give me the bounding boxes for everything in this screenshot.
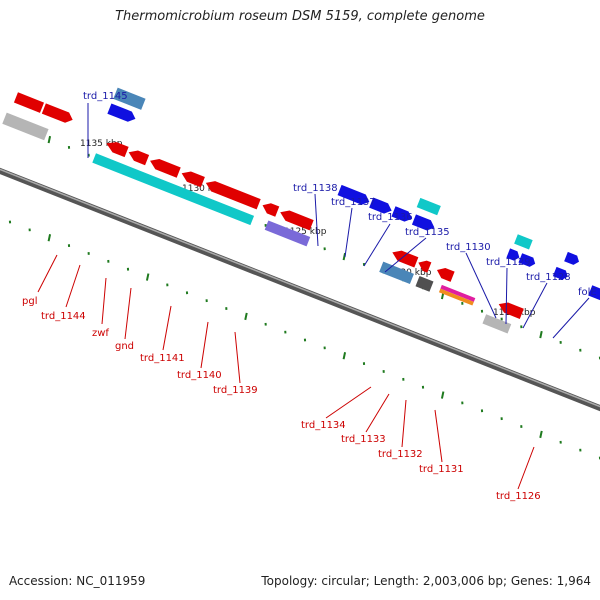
gene-arrow[interactable] xyxy=(2,112,49,141)
gene-label[interactable]: trd_1144 xyxy=(41,311,86,322)
forward-gene-labels: trd_1145 trd_1138 trd_1137 trd_1136 trd_… xyxy=(83,91,597,298)
gene-label[interactable]: folE xyxy=(578,287,597,298)
gene-arrow[interactable] xyxy=(506,248,521,262)
gene-arrow[interactable] xyxy=(113,87,146,110)
scale-label: 1135 kbp xyxy=(80,139,123,149)
genome-stats-text: Topology: circular; Length: 2,003,006 bp… xyxy=(261,574,591,588)
gene-label[interactable]: trd_1129 xyxy=(486,257,531,268)
gene-arrow[interactable] xyxy=(278,208,314,231)
gene-label[interactable]: gnd xyxy=(115,341,134,352)
reverse-leader-lines xyxy=(37,254,535,490)
gene-label[interactable]: trd_1139 xyxy=(213,385,258,396)
gene-label[interactable]: trd_1138 xyxy=(293,183,338,194)
accession-text: Accession: NC_011959 xyxy=(9,574,146,588)
gene-arrow[interactable] xyxy=(564,251,581,266)
major-tick xyxy=(342,352,347,360)
gene-arrow[interactable] xyxy=(13,92,45,113)
gene-arrow[interactable] xyxy=(497,300,524,319)
gene-arrow[interactable] xyxy=(518,253,537,268)
major-tick xyxy=(342,252,347,261)
major-tick xyxy=(47,234,52,242)
major-tick xyxy=(47,135,52,144)
major-tick xyxy=(539,430,543,439)
map-title: Thermomicrobium roseum DSM 5159, complet… xyxy=(115,9,485,24)
gene-label[interactable]: trd_1133 xyxy=(341,434,386,445)
gene-arrow[interactable] xyxy=(416,258,432,273)
major-tick xyxy=(244,312,248,321)
gene-label[interactable]: trd_1135 xyxy=(405,227,450,238)
gene-arrow[interactable] xyxy=(552,266,570,281)
gene-arrow[interactable] xyxy=(264,220,311,247)
gene-arrow[interactable] xyxy=(411,214,437,232)
gene-label[interactable]: zwf xyxy=(92,328,109,339)
gene-arrow[interactable] xyxy=(337,184,372,207)
gene-arrow[interactable] xyxy=(204,178,261,210)
genome-backbone-highlight xyxy=(0,168,600,408)
gene-arrow[interactable] xyxy=(92,153,255,226)
gene-arrow[interactable] xyxy=(41,103,75,125)
gene-label[interactable]: trd_1131 xyxy=(419,464,464,475)
gene-arrow[interactable] xyxy=(435,265,455,282)
gene-arrow[interactable] xyxy=(148,156,181,178)
inner-scale-ticks xyxy=(8,220,600,460)
major-tick xyxy=(440,391,445,399)
scale-label: 1130 kbp xyxy=(182,184,225,194)
gene-arrow[interactable] xyxy=(514,234,533,250)
gene-arrow[interactable] xyxy=(390,248,419,268)
gene-label[interactable]: trd_1130 xyxy=(446,242,491,253)
gene-label[interactable]: trd_1145 xyxy=(83,91,128,102)
gene-arrow[interactable] xyxy=(107,103,137,124)
gene-arrow[interactable] xyxy=(104,139,129,158)
gene-arrow[interactable] xyxy=(391,206,414,224)
gene-label[interactable]: trd_1137 xyxy=(331,197,376,208)
gene-arrow[interactable] xyxy=(415,276,434,292)
gene-label[interactable]: trd_1132 xyxy=(378,449,423,460)
gene-arrow[interactable] xyxy=(260,201,280,217)
major-tick xyxy=(145,273,150,281)
gene-arrow[interactable] xyxy=(482,314,512,334)
gene-label[interactable]: trd_1136 xyxy=(368,212,413,223)
gene-arrow[interactable] xyxy=(369,197,394,215)
gene-label[interactable]: trd_1134 xyxy=(301,420,346,431)
major-tick xyxy=(539,330,543,339)
gene-arrow[interactable] xyxy=(440,284,476,302)
gene-label[interactable]: trd_1128 xyxy=(526,272,571,283)
gene-arrow[interactable] xyxy=(379,261,414,285)
gene-arrow[interactable] xyxy=(588,285,600,307)
gene-label[interactable]: trd_1140 xyxy=(177,370,222,381)
forward-leader-lines xyxy=(87,103,590,339)
gene-arrow[interactable] xyxy=(126,148,150,166)
gene-label[interactable]: pgl xyxy=(22,296,37,307)
gene-arrow[interactable] xyxy=(179,169,205,188)
gene-label[interactable]: trd_1141 xyxy=(140,353,185,364)
gene-label[interactable]: trd_1126 xyxy=(496,491,541,502)
scale-label: 1125 kbp xyxy=(284,227,327,237)
genome-backbone xyxy=(0,167,600,412)
reverse-gene-labels: pgl trd_1144 zwf gnd trd_1141 trd_1140 t… xyxy=(22,296,541,502)
gene-arrow[interactable] xyxy=(416,197,441,216)
gene-arrow[interactable] xyxy=(438,288,474,306)
